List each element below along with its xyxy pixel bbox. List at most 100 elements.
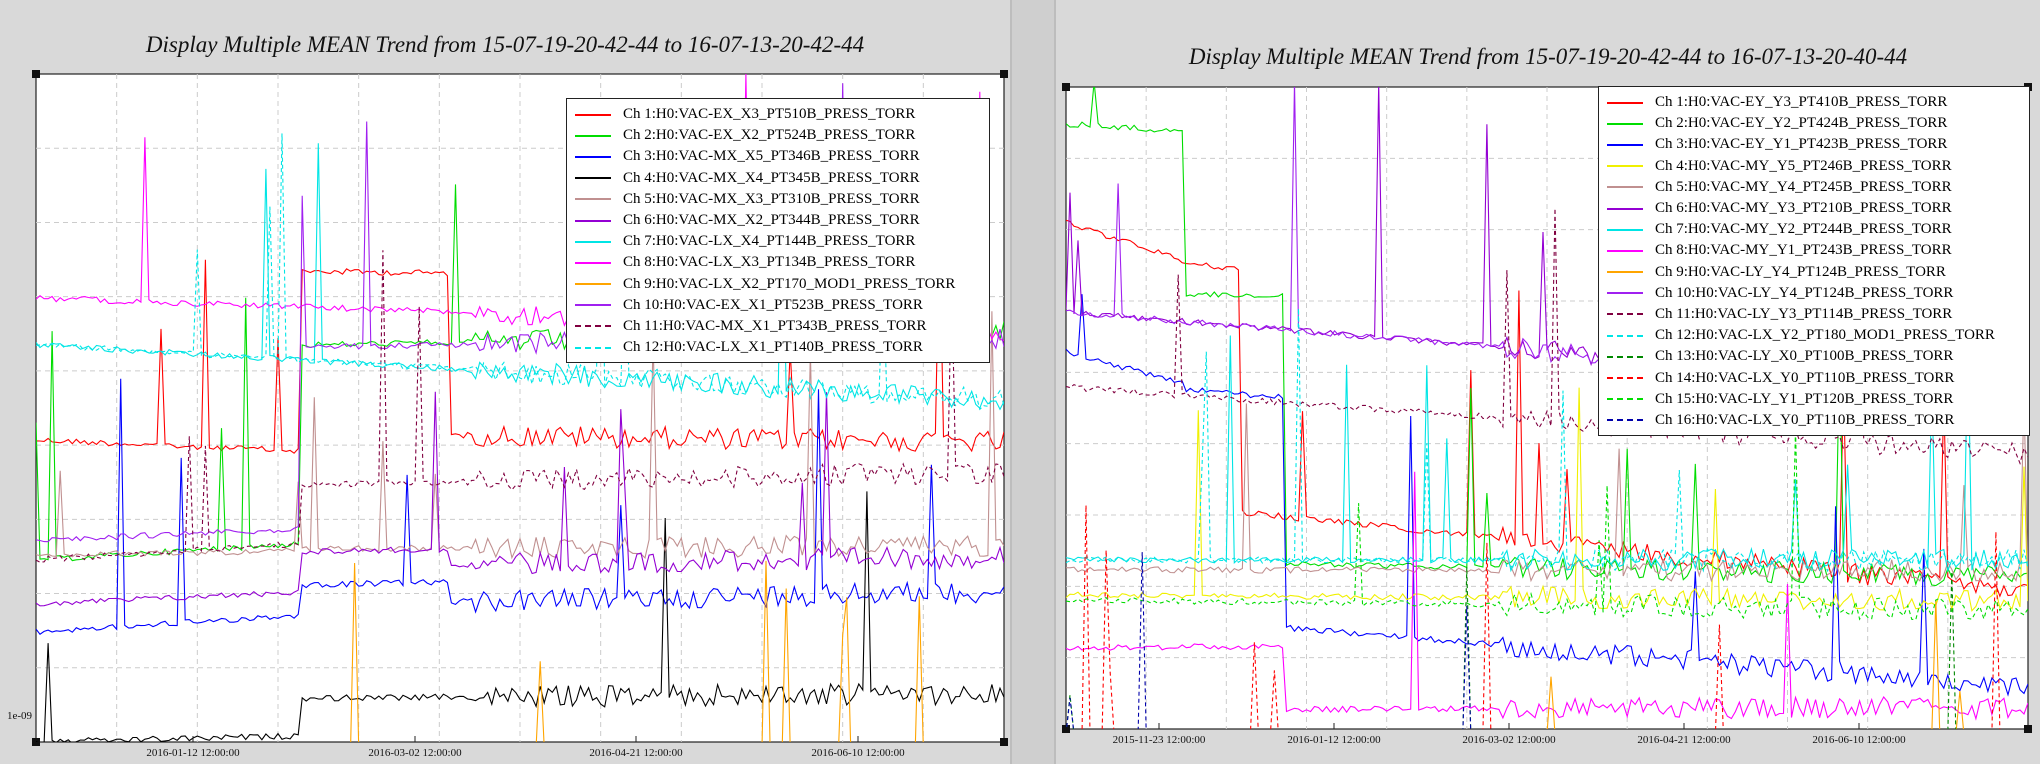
resize-handle bbox=[1062, 725, 1070, 733]
series-line bbox=[1066, 429, 2028, 621]
series-line bbox=[36, 311, 1004, 560]
legend-label: Ch 9:H0:VAC-LX_X2_PT170_MOD1_PRESS_TORR bbox=[623, 275, 956, 292]
legend-entry: Ch 6:H0:VAC-MY_Y3_PT210B_PRESS_TORR bbox=[1607, 198, 2021, 219]
legend-entry: Ch 2:H0:VAC-EY_Y2_PT424B_PRESS_TORR bbox=[1607, 113, 2021, 134]
legend-label: Ch 2:H0:VAC-EY_Y2_PT424B_PRESS_TORR bbox=[1655, 115, 1948, 132]
legend-label: Ch 11:H0:VAC-LY_Y3_PT114B_PRESS_TORR bbox=[1655, 305, 1953, 322]
legend-swatch bbox=[1607, 313, 1643, 316]
series-line bbox=[1066, 471, 2028, 721]
x-tick-label: 2016-06-10 12:00:00 bbox=[811, 747, 905, 759]
legend-swatch bbox=[575, 113, 611, 116]
legend-swatch bbox=[575, 346, 611, 349]
legend-entry: Ch 5:H0:VAC-MX_X3_PT310B_PRESS_TORR bbox=[575, 189, 981, 210]
legend-swatch bbox=[575, 325, 611, 328]
series-line bbox=[36, 223, 1004, 454]
series-line bbox=[1066, 387, 2028, 612]
legend-swatch bbox=[1607, 101, 1643, 104]
chart-legend: Ch 1:H0:VAC-EY_Y3_PT410B_PRESS_TORR Ch 2:… bbox=[1598, 86, 2030, 436]
legend-entry: Ch 4:H0:VAC-MY_Y5_PT246B_PRESS_TORR bbox=[1607, 156, 2021, 177]
x-tick-label: 2016-01-12 12:00:00 bbox=[146, 747, 240, 759]
legend-label: Ch 1:H0:VAC-EY_Y3_PT410B_PRESS_TORR bbox=[1655, 94, 1948, 111]
legend-label: Ch 4:H0:VAC-MY_Y5_PT246B_PRESS_TORR bbox=[1655, 157, 1952, 174]
series-line bbox=[1066, 335, 2028, 573]
legend-label: Ch 7:H0:VAC-LX_X4_PT144B_PRESS_TORR bbox=[623, 233, 916, 250]
x-tick-label: 2015-11-23 12:00:00 bbox=[1113, 734, 1206, 746]
resize-handle bbox=[32, 70, 40, 78]
legend-entry: Ch 9:H0:VAC-LX_X2_PT170_MOD1_PRESS_TORR bbox=[575, 274, 981, 295]
legend-entry: Ch 11:H0:VAC-LY_Y3_PT114B_PRESS_TORR bbox=[1607, 304, 2021, 325]
legend-swatch bbox=[575, 304, 611, 307]
legend-entry: Ch 1:H0:VAC-EY_Y3_PT410B_PRESS_TORR bbox=[1607, 92, 2021, 113]
legend-swatch bbox=[575, 134, 611, 137]
legend-swatch bbox=[1607, 398, 1643, 401]
legend-swatch bbox=[1607, 228, 1643, 231]
series-line bbox=[350, 560, 924, 742]
series-line bbox=[1066, 219, 2028, 598]
legend-label: Ch 7:H0:VAC-MY_Y2_PT244B_PRESS_TORR bbox=[1655, 221, 1952, 238]
panel-divider[interactable] bbox=[1010, 0, 1056, 764]
legend-label: Ch 8:H0:VAC-MY_Y1_PT243B_PRESS_TORR bbox=[1655, 242, 1952, 259]
legend-swatch bbox=[1607, 377, 1643, 380]
legend-entry: Ch 9:H0:VAC-LY_Y4_PT124B_PRESS_TORR bbox=[1607, 262, 2021, 283]
legend-entry: Ch 7:H0:VAC-LX_X4_PT144B_PRESS_TORR bbox=[575, 231, 981, 252]
chart-title: Display Multiple MEAN Trend from 15-07-1… bbox=[1188, 44, 1908, 69]
legend-swatch bbox=[1607, 143, 1643, 146]
legend-label: Ch 6:H0:VAC-MX_X2_PT344B_PRESS_TORR bbox=[623, 212, 920, 229]
chart-title: Display Multiple MEAN Trend from 15-07-1… bbox=[145, 32, 865, 57]
series-line bbox=[1066, 308, 2028, 573]
legend-swatch bbox=[1607, 292, 1643, 295]
legend-entry: Ch 14:H0:VAC-LX_Y0_PT110B_PRESS_TORR bbox=[1607, 367, 2021, 388]
legend-label: Ch 3:H0:VAC-MX_X5_PT346B_PRESS_TORR bbox=[623, 148, 920, 165]
right-chart-panel: Display Multiple MEAN Trend from 15-07-1… bbox=[1056, 0, 2040, 764]
legend-label: Ch 14:H0:VAC-LX_Y0_PT110B_PRESS_TORR bbox=[1655, 369, 1955, 386]
resize-handle bbox=[1062, 83, 1070, 91]
legend-swatch bbox=[575, 198, 611, 201]
resize-handle bbox=[1000, 738, 1008, 746]
legend-swatch bbox=[575, 240, 611, 243]
legend-label: Ch 13:H0:VAC-LY_X0_PT100B_PRESS_TORR bbox=[1655, 348, 1954, 365]
resize-handle bbox=[32, 738, 40, 746]
series-line bbox=[36, 133, 1004, 411]
legend-label: Ch 10:H0:VAC-EX_X1_PT523B_PRESS_TORR bbox=[623, 296, 923, 313]
legend-label: Ch 4:H0:VAC-MX_X4_PT345B_PRESS_TORR bbox=[623, 169, 920, 186]
x-tick-label: 2016-04-21 12:00:00 bbox=[1637, 734, 1731, 746]
traces bbox=[36, 74, 1004, 742]
legend-label: Ch 5:H0:VAC-MY_Y4_PT245B_PRESS_TORR bbox=[1655, 178, 1952, 195]
legend-entry: Ch 11:H0:VAC-MX_X1_PT343B_PRESS_TORR bbox=[575, 316, 981, 337]
series-line bbox=[36, 143, 1004, 411]
legend-entry: Ch 16:H0:VAC-LX_Y0_PT110B_PRESS_TORR bbox=[1607, 410, 2021, 431]
y-tick-label: 1e-09 bbox=[7, 710, 33, 722]
legend-label: Ch 11:H0:VAC-MX_X1_PT343B_PRESS_TORR bbox=[623, 317, 927, 334]
left-chart-panel: Display Multiple MEAN Trend from 15-07-1… bbox=[0, 0, 1010, 764]
series-line bbox=[1066, 397, 2028, 583]
x-tick-label: 2016-06-10 12:00:00 bbox=[1812, 734, 1906, 746]
legend-entry: Ch 3:H0:VAC-EY_Y1_PT423B_PRESS_TORR bbox=[1607, 134, 2021, 155]
x-tick-label: 2016-03-02 12:00:00 bbox=[368, 747, 462, 759]
legend-entry: Ch 7:H0:VAC-MY_Y2_PT244B_PRESS_TORR bbox=[1607, 219, 2021, 240]
series-line bbox=[1066, 87, 2028, 587]
legend-swatch bbox=[1607, 334, 1643, 337]
legend-label: Ch 1:H0:VAC-EX_X3_PT510B_PRESS_TORR bbox=[623, 106, 916, 123]
legend-label: Ch 2:H0:VAC-EX_X2_PT524B_PRESS_TORR bbox=[623, 127, 916, 144]
legend-swatch bbox=[1607, 207, 1643, 210]
chart-legend: Ch 1:H0:VAC-EX_X3_PT510B_PRESS_TORR Ch 2:… bbox=[566, 98, 990, 364]
legend-label: Ch 12:H0:VAC-LX_Y2_PT180_MOD1_PRESS_TORR bbox=[1655, 327, 1995, 344]
legend-swatch bbox=[575, 261, 611, 264]
legend-entry: Ch 15:H0:VAC-LY_Y1_PT120B_PRESS_TORR bbox=[1607, 389, 2021, 410]
legend-swatch bbox=[1607, 186, 1643, 189]
series-line bbox=[36, 378, 1004, 635]
legend-label: Ch 9:H0:VAC-LY_Y4_PT124B_PRESS_TORR bbox=[1655, 263, 1946, 280]
series-line bbox=[36, 250, 1004, 563]
legend-entry: Ch 12:H0:VAC-LX_Y2_PT180_MOD1_PRESS_TORR bbox=[1607, 325, 2021, 346]
legend-entry: Ch 1:H0:VAC-EX_X3_PT510B_PRESS_TORR bbox=[575, 104, 981, 125]
legend-entry: Ch 10:H0:VAC-EX_X1_PT523B_PRESS_TORR bbox=[575, 295, 981, 316]
series-line bbox=[36, 491, 1004, 742]
legend-label: Ch 10:H0:VAC-LY_Y4_PT124B_PRESS_TORR bbox=[1655, 284, 1954, 301]
legend-swatch bbox=[575, 219, 611, 222]
legend-entry: Ch 13:H0:VAC-LY_X0_PT100B_PRESS_TORR bbox=[1607, 346, 2021, 367]
legend-entry: Ch 12:H0:VAC-LX_X1_PT140B_PRESS_TORR bbox=[575, 337, 981, 358]
legend-entry: Ch 3:H0:VAC-MX_X5_PT346B_PRESS_TORR bbox=[575, 146, 981, 167]
legend-swatch bbox=[1607, 271, 1643, 274]
resize-handle bbox=[2024, 725, 2032, 733]
x-tick-label: 2016-01-12 12:00:00 bbox=[1287, 734, 1381, 746]
